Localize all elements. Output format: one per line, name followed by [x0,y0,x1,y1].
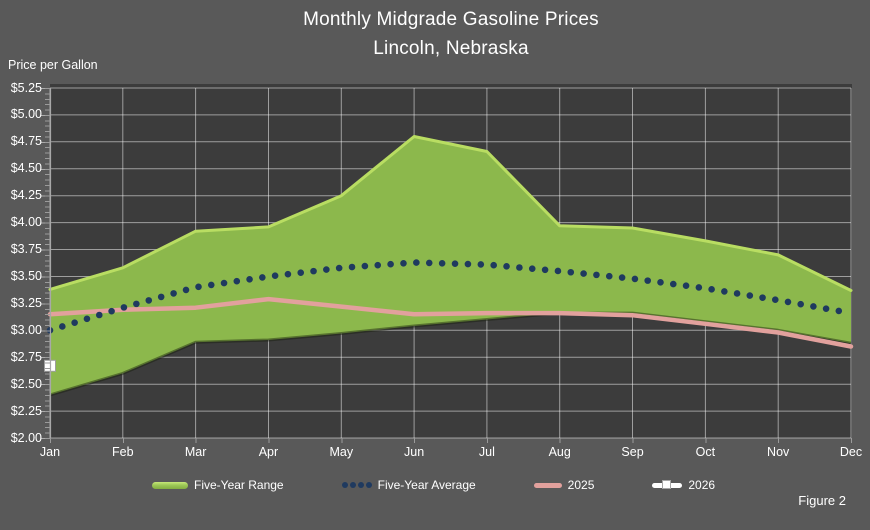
y-tick-label: $4.25 [10,188,42,203]
y-tick-label: $4.50 [10,161,42,176]
y-tick-label: $2.25 [10,403,42,418]
legend-item: Five-Year Average [341,478,476,492]
y-tick-label: $4.75 [10,134,42,149]
x-tick-label: Feb [112,445,134,459]
x-tick-label: Jul [478,445,495,459]
legend-item: 2025 [533,478,595,492]
x-tick-label: Oct [695,445,716,459]
legend-item-label: Five-Year Range [194,478,284,492]
x-tick-label: Apr [258,445,279,459]
x-tick-label: Sep [621,445,644,459]
chart-plot-svg [44,87,855,439]
y-tick-label: $3.00 [10,322,42,337]
y-tick-label: $2.75 [10,349,42,364]
chart-subtitle: Lincoln, Nebraska [373,38,529,59]
legend-item-label: 2026 [688,478,716,492]
y-axis-minor-ticks [45,88,50,439]
x-tick-label: Dec [839,445,863,459]
y-tick-label: $5.00 [10,107,42,122]
marker-2026-legend-swatch [652,479,683,489]
five-year-range-band [50,136,851,395]
x-tick-label: Jun [404,445,425,459]
line-2025-legend-swatch [533,482,562,488]
x-tick-label: Jan [39,445,61,459]
legend-item-label: 2025 [567,478,595,492]
legend-item-label: Five-Year Average [377,478,476,492]
y-tick-label: $5.25 [10,80,42,95]
x-tick-label: Aug [548,445,571,459]
x-tick-label: Nov [767,445,790,459]
y-tick-label: $2.00 [10,430,42,445]
average-legend-swatch [341,482,372,488]
y-tick-label: $2.50 [10,376,42,391]
x-axis-ticks [50,438,853,443]
legend-item: 2026 [652,478,715,492]
legend: Five-Year Range Five-Year Average 2025 2026 [152,478,715,492]
y-tick-label: $3.50 [10,268,42,283]
line-2025 [47,296,854,349]
x-tick-label: Mar [184,445,207,459]
five-year-average-line [46,259,855,334]
y-tick-label: $3.25 [10,295,42,310]
range-top-highlight [48,135,853,292]
y-tick-label: $4.00 [10,215,42,230]
plot-area [44,84,855,439]
chart-title: Monthly Midgrade Gasoline Prices [303,9,599,30]
range-legend-swatch [152,481,188,489]
figure-label: Figure 2 [798,493,846,508]
y-axis-title: Price per Gallon [8,58,98,72]
y-tick-label: $3.75 [10,242,42,257]
x-tick-label: May [329,445,354,459]
legend-item: Five-Year Range [152,478,284,492]
